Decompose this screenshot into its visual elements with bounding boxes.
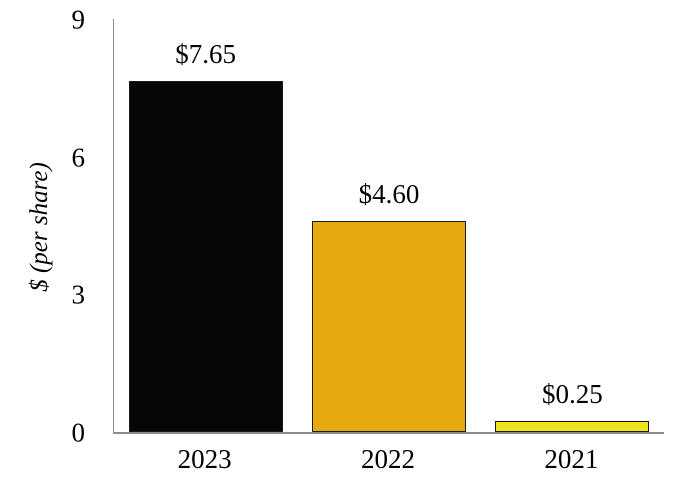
bar-slot-2022: $4.60 xyxy=(297,19,480,432)
bar-2023 xyxy=(128,80,283,432)
bar-2022 xyxy=(311,220,466,432)
bar-slot-2023: $7.65 xyxy=(114,19,297,432)
y-tick-label: 0 xyxy=(71,417,86,448)
bar-value-label: $4.60 xyxy=(358,178,420,209)
bar-value-label: $7.65 xyxy=(175,38,237,69)
x-tick-label: 2022 xyxy=(360,444,415,474)
x-tick-label: 2021 xyxy=(544,444,599,474)
y-axis-title: $ (per share) xyxy=(26,162,53,292)
bar-slot-2021: $0.25 xyxy=(481,19,664,432)
bar-2021 xyxy=(495,420,650,432)
x-axis-labels: 2023 2022 2021 xyxy=(113,446,663,473)
y-tick-label: 6 xyxy=(71,142,86,173)
x-tick-label: 2023 xyxy=(177,444,232,474)
y-tick-label: 3 xyxy=(71,279,86,310)
plot-area: $7.65 $4.60 $0.25 xyxy=(113,19,664,434)
y-tick-label: 9 xyxy=(71,4,86,35)
bar-value-label: $0.25 xyxy=(541,378,603,409)
